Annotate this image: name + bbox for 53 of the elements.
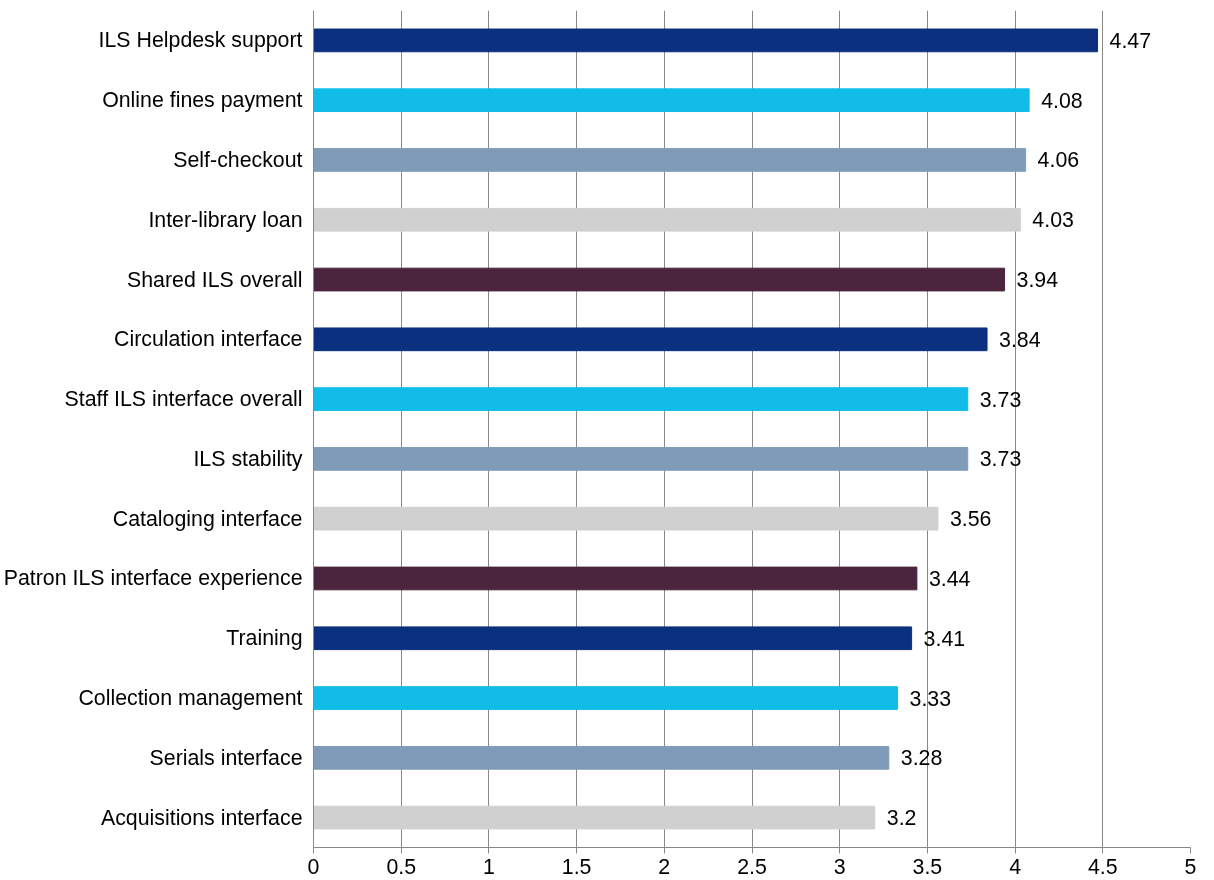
y-tick-label: Acquisitions interface bbox=[100, 805, 303, 830]
x-tick-label: 2 bbox=[658, 854, 671, 879]
data-label: 3.73 bbox=[979, 387, 1022, 412]
y-tick-label: Self-checkout bbox=[173, 147, 303, 172]
bar bbox=[313, 626, 913, 651]
y-tick-label: Patron ILS interface experience bbox=[3, 566, 303, 591]
data-label: 4.47 bbox=[1109, 28, 1152, 53]
x-tick-label: 4 bbox=[1009, 854, 1022, 879]
data-label: 3.41 bbox=[923, 626, 966, 651]
bar bbox=[313, 387, 969, 411]
bar bbox=[313, 267, 1006, 292]
y-tick-label: Collection management bbox=[78, 686, 303, 711]
y-tick-label: Inter-library loan bbox=[148, 207, 303, 232]
data-label: 3.94 bbox=[1016, 268, 1059, 293]
y-tick-label: Online fines payment bbox=[102, 88, 303, 113]
bar bbox=[313, 745, 890, 770]
bar bbox=[313, 88, 1030, 113]
bar bbox=[313, 327, 988, 352]
data-label: 4.08 bbox=[1041, 88, 1083, 113]
bar bbox=[313, 28, 1099, 53]
x-tick-label: 3 bbox=[833, 854, 846, 879]
bar bbox=[313, 447, 969, 471]
y-tick-label: Circulation interface bbox=[114, 327, 303, 352]
y-tick-label: Staff ILS interface overall bbox=[64, 387, 303, 412]
x-tick-label: 0 bbox=[307, 854, 320, 879]
data-label: 3.2 bbox=[886, 806, 917, 831]
y-tick-label: Shared ILS overall bbox=[127, 267, 303, 292]
y-tick-label: Training bbox=[226, 626, 303, 651]
data-label: 4.03 bbox=[1032, 208, 1074, 233]
bar bbox=[313, 148, 1027, 172]
data-label: 3.84 bbox=[999, 327, 1041, 352]
data-label: 3.44 bbox=[928, 566, 971, 591]
bar bbox=[313, 686, 899, 710]
bar bbox=[313, 506, 939, 531]
y-tick-label: ILS stability bbox=[193, 446, 303, 471]
x-tick-label: 5 bbox=[1184, 854, 1197, 879]
bar bbox=[313, 207, 1021, 232]
x-tick-label: 0.5 bbox=[386, 854, 417, 879]
x-tick-label: 2.5 bbox=[737, 854, 767, 879]
bar bbox=[313, 566, 918, 591]
x-tick-label: 4.5 bbox=[1087, 854, 1118, 879]
x-tick-label: 1 bbox=[482, 854, 495, 879]
y-tick-label: ILS Helpdesk support bbox=[98, 28, 303, 53]
data-label: 4.06 bbox=[1037, 148, 1080, 173]
y-tick-label: Cataloging interface bbox=[112, 506, 303, 531]
data-label: 3.73 bbox=[979, 447, 1022, 472]
data-label: 3.28 bbox=[900, 746, 943, 771]
data-label: 3.33 bbox=[909, 686, 952, 711]
x-tick-label: 3.5 bbox=[912, 854, 943, 879]
bar bbox=[313, 805, 876, 830]
data-label: 3.56 bbox=[949, 507, 992, 532]
x-tick-label: 1.5 bbox=[561, 854, 592, 879]
y-tick-label: Serials interface bbox=[149, 745, 303, 770]
